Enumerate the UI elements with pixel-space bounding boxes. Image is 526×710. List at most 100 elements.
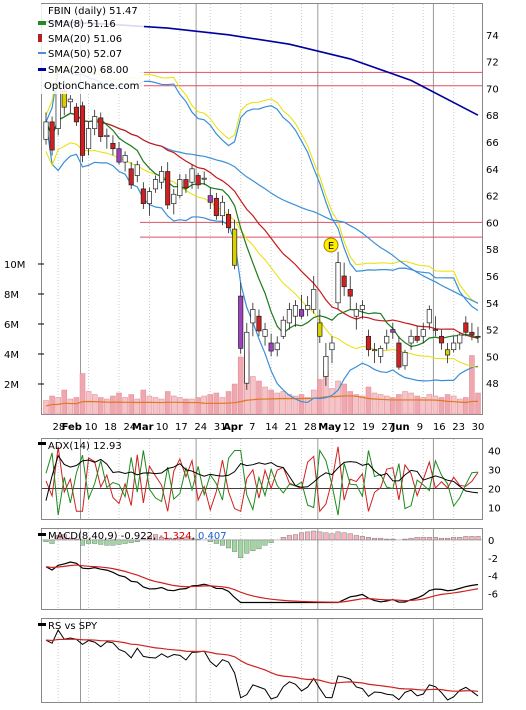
volume-bar bbox=[122, 397, 128, 415]
date-label: 21 bbox=[285, 422, 298, 433]
macd-histogram-bar bbox=[110, 539, 116, 546]
volume-bar bbox=[304, 397, 311, 415]
volume-bar bbox=[402, 391, 408, 415]
macd-histogram-bar bbox=[286, 535, 292, 541]
candle-body bbox=[219, 201, 226, 217]
candle-body bbox=[152, 179, 159, 190]
legend-sma8: SMA(8) 51.16 bbox=[48, 19, 116, 30]
macd-line bbox=[45, 561, 479, 604]
macd-histogram-bar bbox=[146, 536, 152, 541]
candle-body bbox=[122, 155, 128, 163]
candle-body bbox=[92, 116, 98, 129]
volume-bar bbox=[444, 394, 451, 415]
volume-bar bbox=[365, 386, 372, 415]
macd-histogram-bar bbox=[292, 534, 298, 541]
macd-histogram-bar bbox=[80, 539, 86, 546]
macd-plot: 0 -2 -4 -6 bbox=[42, 530, 498, 604]
resistance-lines bbox=[140, 71, 482, 238]
macd-histogram-bar bbox=[159, 537, 165, 541]
volume-bar bbox=[55, 397, 61, 415]
macd-tick-label: -2 bbox=[488, 554, 498, 565]
candle-body bbox=[298, 309, 305, 317]
macd-histogram-bar bbox=[365, 537, 371, 541]
volume-bar bbox=[475, 392, 481, 415]
macd-histogram-bar bbox=[378, 537, 384, 541]
volume-bar bbox=[371, 392, 378, 415]
volume-bar bbox=[426, 394, 433, 415]
candle-body bbox=[372, 349, 378, 352]
candle-body bbox=[73, 106, 79, 123]
candle-body bbox=[207, 195, 213, 203]
candle-body bbox=[402, 352, 408, 367]
macd-histogram-bar bbox=[207, 539, 213, 542]
macd-label: MACD(8,40,9) -0.922, -1.324, 0.407 bbox=[38, 531, 227, 542]
volume-bar bbox=[152, 397, 159, 415]
volume-tick-label: 6M bbox=[4, 320, 19, 331]
volume-bar bbox=[298, 394, 305, 415]
rs-plot bbox=[45, 628, 479, 701]
macd-histogram-bar bbox=[232, 539, 238, 552]
macd-histogram-bar bbox=[372, 537, 378, 541]
candle-body bbox=[256, 315, 262, 332]
volume-bar bbox=[110, 395, 116, 415]
volume-bar bbox=[414, 395, 420, 415]
volume-tick-label: 2M bbox=[4, 380, 19, 391]
candle-body bbox=[432, 329, 438, 331]
macd-name: MACD(8,40,9) bbox=[48, 531, 118, 542]
macd-histogram-bar bbox=[280, 537, 286, 541]
volume-bar bbox=[347, 391, 353, 415]
price-tick-label: 62 bbox=[486, 192, 499, 203]
watermark: OptionChance.com bbox=[44, 81, 139, 92]
date-label: 12 bbox=[343, 422, 356, 433]
volume-bar bbox=[207, 394, 214, 415]
volume-bar bbox=[335, 380, 341, 415]
price-panel-frame bbox=[41, 3, 483, 415]
candle-body bbox=[475, 335, 481, 338]
date-label: 16 bbox=[433, 422, 446, 433]
volume-bar bbox=[146, 395, 153, 415]
rs-line bbox=[45, 628, 479, 701]
volume-bars bbox=[43, 350, 481, 415]
volume-tick-label: 4M bbox=[4, 350, 19, 361]
candle-body bbox=[469, 331, 475, 336]
candle-body bbox=[140, 188, 146, 204]
volume-bar bbox=[104, 398, 110, 415]
volume-bar bbox=[420, 397, 426, 415]
candle-body bbox=[201, 177, 207, 180]
volume-bar bbox=[128, 394, 134, 415]
macd-histogram-bar bbox=[244, 539, 250, 554]
macd-label-text: MACD(8,40,9) -0.922, -1.324, 0.407 bbox=[48, 531, 227, 542]
volume-bar bbox=[183, 398, 189, 415]
date-label: Apr bbox=[223, 422, 243, 433]
date-label: 28 bbox=[53, 422, 66, 433]
macd-histogram-bar bbox=[165, 537, 171, 541]
macd-signal-line bbox=[45, 564, 479, 603]
sma20-line bbox=[45, 112, 479, 339]
volume-bar bbox=[73, 397, 80, 415]
macd-histogram-bar bbox=[420, 537, 426, 541]
macd-histogram-bar bbox=[329, 533, 335, 541]
price-tick-label: 56 bbox=[486, 272, 499, 283]
grid-lines bbox=[57, 4, 455, 702]
macd-histogram-bar bbox=[469, 536, 475, 541]
adx-label: ADX(14) 12.93 bbox=[38, 441, 122, 452]
macd-histogram-bar bbox=[92, 539, 98, 544]
volume-bar bbox=[61, 389, 68, 415]
volume-bar bbox=[286, 394, 293, 415]
volume-bar bbox=[250, 376, 256, 415]
macd-histogram-bar bbox=[445, 537, 451, 541]
date-label: 27 bbox=[381, 422, 394, 433]
candle-body bbox=[305, 305, 311, 310]
macd-histogram-bar bbox=[238, 539, 244, 559]
macd-histogram-bar bbox=[98, 539, 104, 545]
date-label: 10 bbox=[156, 422, 169, 433]
adx-label-text: ADX(14) 12.93 bbox=[48, 441, 122, 452]
macd-histogram-bar bbox=[134, 539, 140, 542]
candle-body bbox=[365, 335, 372, 351]
volume-bar bbox=[310, 389, 317, 415]
candle-body bbox=[67, 98, 73, 103]
date-label: 17 bbox=[175, 422, 188, 433]
candle-body bbox=[183, 179, 189, 188]
date-label: 10 bbox=[85, 422, 98, 433]
